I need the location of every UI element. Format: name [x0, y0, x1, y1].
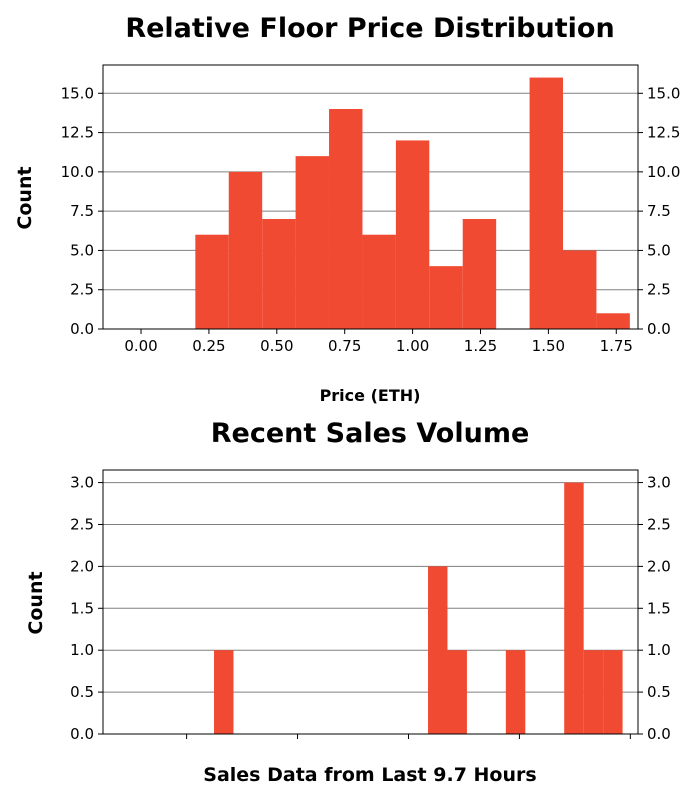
x-tick-label: 0.25	[192, 337, 225, 355]
histogram-bar	[505, 650, 526, 734]
y-tick-label: 0.0	[70, 725, 94, 743]
y-tick-label-right: 15.0	[647, 84, 680, 102]
y-tick-label-right: 2.5	[647, 515, 671, 533]
histogram-bar	[329, 109, 363, 329]
y-tick-label-right: 2.5	[647, 281, 671, 299]
histogram-bar	[429, 266, 463, 329]
x-tick-label: 1.50	[532, 337, 565, 355]
histogram-bar	[562, 250, 597, 329]
y-tick-label-right: 12.5	[647, 124, 680, 142]
histogram-bar	[295, 156, 330, 329]
x-axis-label: Price (ETH)	[320, 386, 421, 405]
histogram-bar	[583, 650, 604, 734]
y-axis-label: Count	[14, 166, 36, 229]
y-tick-label: 12.5	[61, 124, 94, 142]
x-tick-label: 1.00	[396, 337, 429, 355]
y-tick-label-right: 5.0	[647, 241, 671, 259]
y-axis-ticks: 0.0 0.0 2.5 2.5 5.0 5.0 7.5 7.5 10.0 10.0 12.5 12.5…	[61, 84, 681, 338]
y-tick-label-right: 0.0	[647, 320, 671, 338]
price-distribution-chart: Relative Floor Price Distribution 0.00 0.…	[14, 13, 680, 405]
y-tick-label-right: 1.0	[647, 641, 671, 659]
y-tick-label: 2.5	[70, 515, 94, 533]
y-tick-label: 10.0	[61, 163, 94, 181]
histogram-bar	[596, 313, 630, 329]
y-tick-label: 2.0	[70, 557, 94, 575]
histogram-bar	[195, 234, 229, 329]
histogram-bar	[214, 650, 234, 734]
histogram-bars	[195, 77, 630, 329]
x-tick-label: 1.75	[600, 337, 633, 355]
y-tick-label-right: 0.5	[647, 683, 671, 701]
histogram-bar	[362, 234, 396, 329]
x-tick-label: 0.00	[124, 337, 157, 355]
histogram-bar	[564, 482, 584, 734]
x-axis-label: Sales Data from Last 9.7 Hours	[203, 764, 536, 786]
y-tick-label-right: 7.5	[647, 202, 671, 220]
y-axis-label: Count	[25, 571, 47, 634]
plot-frame	[102, 64, 639, 330]
x-axis-ticks	[186, 734, 631, 739]
y-tick-label: 2.5	[70, 281, 94, 299]
chart-title: Recent Sales Volume	[211, 418, 530, 449]
y-tick-label: 1.5	[70, 599, 94, 617]
histogram-bar	[603, 650, 623, 734]
y-axis-ticks: 0.0 0.0 0.5 0.5 1.0 1.0 1.5 1.5 2.0 2.0 2.5 2.5 3.0 3…	[70, 474, 671, 743]
histogram-bar	[228, 171, 263, 329]
histogram-bar	[395, 140, 430, 329]
chart-title: Relative Floor Price Distribution	[125, 13, 614, 44]
sales-volume-chart: Recent Sales Volume 0.0 0.0 0.5 0.5 1.0 1.0 1.…	[25, 418, 671, 786]
y-tick-label: 7.5	[70, 202, 94, 220]
y-tick-label: 0.5	[70, 683, 94, 701]
grid-lines	[103, 482, 638, 693]
histogram-bar	[462, 219, 497, 329]
y-tick-label-right: 3.0	[647, 474, 671, 492]
y-tick-label: 1.0	[70, 641, 94, 659]
y-tick-label-right: 10.0	[647, 163, 680, 181]
y-tick-label: 3.0	[70, 474, 94, 492]
histogram-bars	[214, 482, 623, 734]
histogram-bar	[447, 650, 467, 734]
histogram-bar	[428, 566, 448, 734]
histogram-bar	[529, 77, 563, 329]
x-tick-label: 0.50	[260, 337, 293, 355]
y-tick-label-right: 2.0	[647, 557, 671, 575]
y-tick-label: 5.0	[70, 241, 94, 259]
y-tick-label-right: 0.0	[647, 725, 671, 743]
x-axis-ticks: 0.00 0.25 0.50 0.75 1.00 1.25 1.50 1.75	[124, 329, 633, 355]
histogram-bar	[262, 219, 296, 329]
y-tick-label-right: 1.5	[647, 599, 671, 617]
y-tick-label: 0.0	[70, 320, 94, 338]
x-tick-label: 0.75	[328, 337, 361, 355]
y-tick-label: 15.0	[61, 84, 94, 102]
plot-frame	[102, 469, 639, 735]
x-tick-label: 1.25	[464, 337, 497, 355]
